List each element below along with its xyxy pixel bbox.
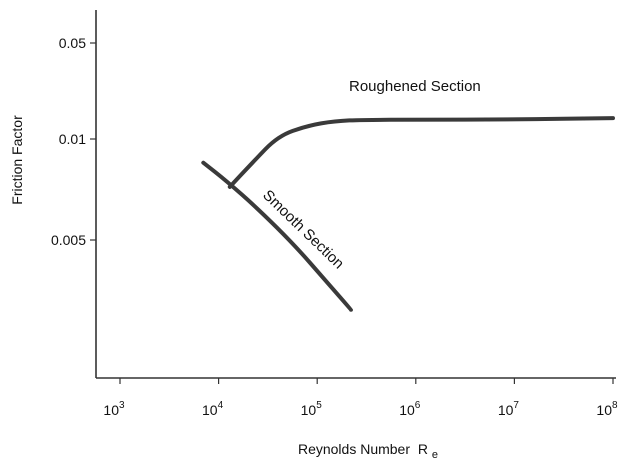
y-tick-label: 0.05	[59, 35, 86, 51]
x-tick-label-exponent: 5	[316, 400, 322, 411]
axes-group	[95, 10, 616, 379]
series-group	[201, 116, 615, 312]
y-tick-label: 0.01	[59, 131, 86, 147]
x-tick-label-exponent: 4	[218, 400, 224, 411]
x-tick-label-base: 10	[301, 402, 317, 418]
x-tick-label: 107	[498, 400, 520, 418]
x-tick-label-base: 10	[399, 402, 415, 418]
x-tick-label-exponent: 8	[612, 400, 618, 411]
y-axis-title: Friction Factor	[9, 115, 25, 205]
x-tick-label-exponent: 7	[513, 400, 519, 411]
x-tick-label: 106	[399, 400, 421, 418]
smooth-section-label: Smooth Section	[259, 187, 347, 273]
x-axis-title: Reynolds Number R e	[298, 441, 438, 461]
x-tick-label: 108	[596, 400, 618, 418]
y-tick-label: 0.005	[51, 232, 86, 248]
roughened-section-label: Roughened Section	[349, 78, 481, 95]
roughened-section-line	[227, 116, 615, 189]
x-axis-title-symbol: R	[418, 441, 428, 457]
x-tick-label-base: 10	[103, 402, 119, 418]
x-tick-label-base: 10	[498, 402, 514, 418]
x-tick-label: 105	[301, 400, 323, 418]
x-tick-label-base: 10	[202, 402, 218, 418]
x-tick-label-exponent: 3	[119, 400, 125, 411]
x-tick-label-exponent: 6	[415, 400, 421, 411]
x-tick-label: 104	[202, 400, 224, 418]
smooth-section-line	[201, 160, 353, 312]
x-tick-group: 103 104 105 106 107 108	[103, 378, 618, 418]
x-tick-label-base: 10	[596, 402, 612, 418]
x-axis-title-text: Reynolds Number	[298, 441, 410, 457]
x-tick-label: 103	[103, 400, 125, 418]
x-axis-title-subscript: e	[432, 449, 438, 461]
y-tick-group: 0.05 0.01 0.005	[51, 35, 96, 248]
